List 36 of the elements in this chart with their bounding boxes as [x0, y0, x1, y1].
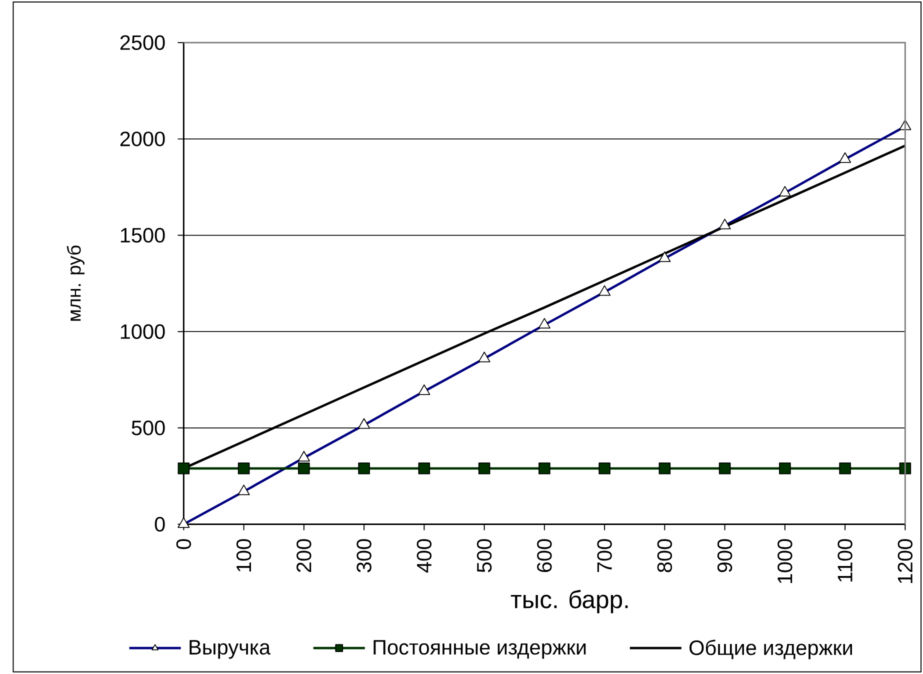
point [358, 462, 370, 474]
point [478, 462, 490, 474]
x-axis-title: тыс. барр. [510, 590, 628, 614]
y-tick-label: 500 [132, 420, 165, 436]
y-tick-label: 1000 [120, 324, 165, 340]
x-tick-label: 700 [597, 539, 612, 572]
point [779, 462, 791, 474]
x-tick-label: 600 [537, 539, 552, 572]
x-tick-label: 300 [356, 539, 372, 572]
x-tick-label: 1200 [898, 539, 913, 584]
x-tick-label: 0 [176, 539, 192, 550]
point [298, 462, 310, 474]
x-tick-label: 900 [717, 539, 732, 572]
point [658, 462, 671, 474]
x-tick-label: 200 [296, 539, 312, 572]
point [178, 462, 190, 474]
x-tick-label: 800 [657, 539, 672, 572]
x-tick-label: 1100 [838, 539, 852, 582]
y-tick-label: 2500 [120, 35, 165, 50]
legend-label: Общие издержки [690, 640, 852, 660]
point [538, 462, 550, 474]
legend-label: Постоянные издержки [374, 640, 586, 659]
point [718, 462, 731, 474]
y-axis-title: млн. руб [66, 246, 85, 321]
point [839, 462, 851, 474]
x-tick-label: 500 [476, 539, 492, 572]
y-tick-label: 0 [154, 516, 165, 532]
x-tick-label: 400 [416, 539, 432, 573]
y-tick-label: 1500 [120, 228, 165, 243]
point [418, 462, 430, 474]
point [238, 462, 250, 474]
x-tick-label: 100 [236, 539, 252, 572]
y-tick-label: 2000 [120, 132, 165, 146]
x-tick-label: 1000 [778, 539, 792, 584]
legend-label: Выручка [190, 640, 271, 659]
point [598, 462, 610, 474]
